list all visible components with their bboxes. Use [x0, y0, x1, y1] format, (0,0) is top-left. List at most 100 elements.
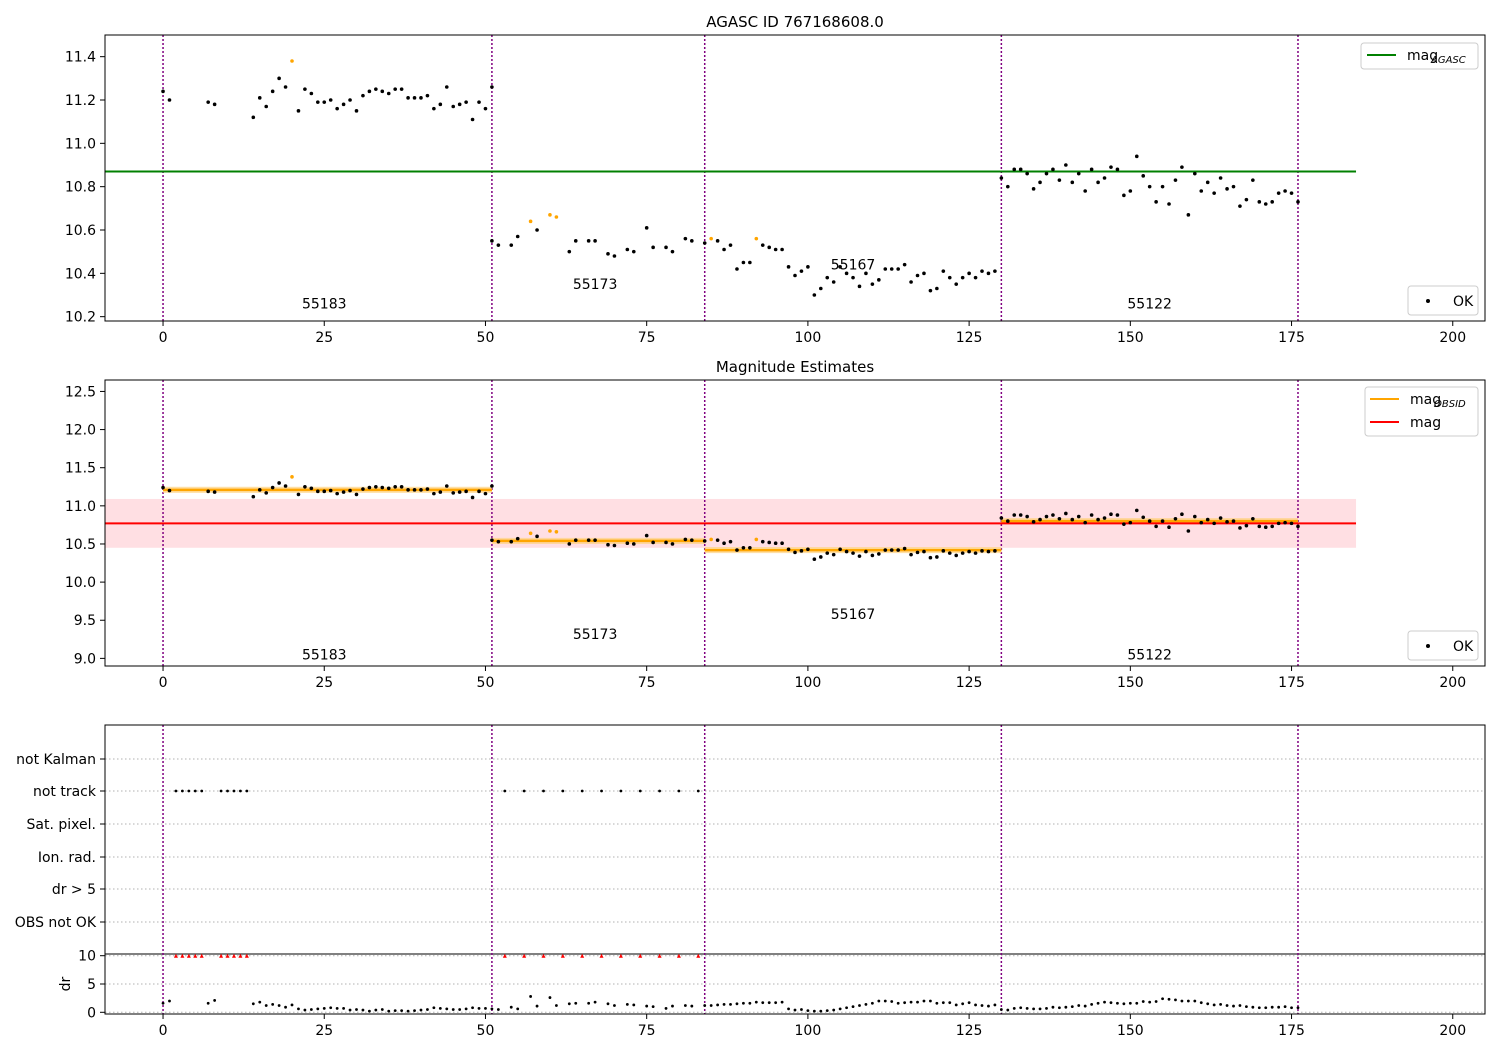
data-point-ok: [1102, 176, 1107, 180]
not-track-point: [600, 789, 603, 793]
data-point-flagged: [709, 537, 713, 542]
not-track-point: [226, 789, 229, 793]
data-point-ok: [309, 486, 314, 491]
dr-point: [1128, 1001, 1132, 1005]
dr-point: [303, 1008, 307, 1012]
data-point-ok: [1263, 525, 1268, 529]
data-point-ok: [1283, 520, 1287, 525]
dr-point: [606, 1002, 610, 1006]
data-point-ok: [1289, 191, 1294, 195]
data-point-ok: [1122, 193, 1126, 198]
legend-agasc-box: [1360, 42, 1479, 70]
data-point-ok: [277, 481, 281, 485]
data-point-ok: [167, 488, 172, 493]
dr-point: [793, 1008, 797, 1012]
dr-point: [851, 1005, 855, 1009]
data-point-ok: [309, 91, 314, 96]
dr-point: [1109, 1001, 1113, 1005]
data-point-ok: [812, 557, 817, 562]
legend-ok-box: [1407, 630, 1479, 661]
data-point-ok: [722, 541, 726, 546]
data-point-ok: [477, 489, 481, 494]
dr-point: [877, 999, 881, 1003]
dr-point: [587, 1001, 591, 1005]
dr-point: [858, 1004, 861, 1007]
dr-point: [413, 1009, 416, 1013]
data-point-ok: [470, 117, 475, 122]
data-point-flagged: [709, 236, 713, 241]
data-point-ok: [825, 551, 830, 555]
dr-point: [574, 1001, 578, 1005]
data-point-ok: [973, 551, 978, 555]
dr-point: [322, 1006, 326, 1010]
data-point-ok: [1186, 213, 1191, 217]
data-point-ok: [606, 542, 610, 547]
legend-agasc-label: mag: [1407, 48, 1438, 64]
x-tick-label: 175: [1278, 1023, 1305, 1039]
dr-point: [1232, 1004, 1235, 1008]
flag-category-label: not Kalman: [16, 752, 96, 768]
data-point-ok: [690, 239, 694, 243]
data-point-ok: [922, 549, 926, 554]
data-point-ok: [257, 488, 262, 492]
data-point-ok: [386, 91, 391, 96]
not-track-point: [200, 789, 204, 793]
data-point-ok: [1134, 154, 1139, 159]
data-point-ok: [1018, 167, 1023, 172]
dr-point: [419, 1008, 423, 1012]
dr-point: [683, 1004, 687, 1007]
y-tick-label: 10.8: [65, 180, 96, 196]
data-point-ok: [1180, 512, 1184, 517]
dr-point: [1064, 1005, 1068, 1009]
not-track-point: [239, 789, 242, 793]
dr-point: [342, 1006, 345, 1010]
data-point-ok: [341, 102, 346, 107]
data-point-flagged: [548, 529, 552, 533]
not-track-point: [245, 789, 249, 793]
dr-point: [709, 1004, 713, 1007]
data-point-ok: [1147, 184, 1152, 189]
data-point-ok: [354, 492, 359, 497]
data-point-ok: [851, 275, 855, 280]
not-track-point: [561, 789, 565, 793]
data-point-ok: [1083, 189, 1087, 193]
dr-point: [206, 1001, 210, 1005]
data-point-ok: [567, 542, 572, 546]
data-point-ok: [1257, 524, 1262, 529]
not-track-point: [677, 789, 681, 793]
data-point-ok: [702, 241, 707, 245]
data-point-ok: [283, 484, 288, 488]
dr-point: [883, 999, 887, 1003]
dr-point: [451, 1008, 455, 1011]
plot-frame: [104, 724, 1486, 1015]
data-point-flagged: [528, 219, 533, 224]
data-point-ok: [786, 547, 791, 552]
data-point-ok: [786, 265, 791, 269]
y-tick-label: 11.4: [65, 50, 96, 66]
data-point-ok: [625, 247, 630, 252]
not-track-point: [232, 789, 236, 793]
dr-point: [1238, 1004, 1242, 1007]
data-point-ok: [586, 538, 591, 542]
plot-frame: [104, 379, 1486, 667]
data-point-ok: [1238, 526, 1242, 530]
dr-overflow-marker: [238, 953, 243, 958]
data-point-ok: [406, 488, 410, 492]
data-point-ok: [1270, 524, 1274, 529]
dr-point: [1174, 998, 1177, 1002]
dr-overflow-marker: [657, 953, 662, 958]
dr-point: [1245, 1005, 1248, 1009]
dr-point: [1219, 1002, 1223, 1006]
y-tick-label: 11.2: [65, 93, 96, 109]
data-point-flagged: [754, 236, 759, 241]
dr-point: [380, 1008, 384, 1011]
data-point-ok: [1263, 202, 1268, 206]
dr-point: [168, 999, 171, 1003]
data-point-ok: [1070, 180, 1075, 185]
legend-ok-label: OK: [1453, 639, 1474, 655]
data-point-ok: [1012, 167, 1017, 172]
dr-point: [690, 1004, 694, 1008]
dr-point: [1045, 1006, 1048, 1010]
y-tick-label: 11.0: [65, 136, 96, 152]
dr-point: [1019, 1006, 1023, 1010]
